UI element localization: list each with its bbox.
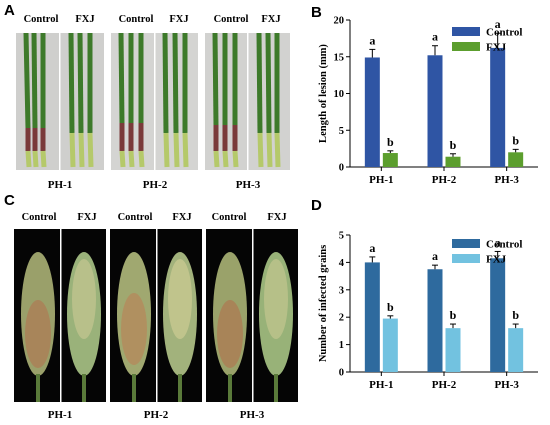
photo-c-group-ph2: PH-2 <box>143 409 169 421</box>
photo-seedlings-ph2 <box>111 33 198 170</box>
bar-control-ph-3 <box>490 258 506 372</box>
y-tick-label: 0 <box>339 163 344 174</box>
photo-c-label-5: Control <box>211 212 247 223</box>
panel-letter-c: C <box>4 192 15 209</box>
photo-a-label-3: Control <box>118 14 154 25</box>
legend-swatch-fxj <box>452 254 480 263</box>
photo-a-group-ph1: PH-1 <box>47 179 73 191</box>
panel-letter-d: D <box>311 197 322 214</box>
photo-seedlings-ph3 <box>205 33 290 170</box>
y-tick-label: 2 <box>339 313 344 324</box>
legend-swatch-fxj <box>452 42 480 51</box>
photo-seedlings-ph1 <box>16 33 104 170</box>
photo-a-label-5: Control <box>213 14 249 25</box>
significance-letter: a <box>369 241 375 255</box>
photo-a-label-4: FXJ <box>169 14 189 25</box>
y-tick-label: 5 <box>339 231 344 242</box>
photo-c-label-1: Control <box>21 212 57 223</box>
x-tick-label: PH-2 <box>432 174 457 186</box>
photo-c-group-ph3: PH-3 <box>239 409 265 421</box>
photo-a-group-ph2: PH-2 <box>142 179 168 191</box>
legend-label-control: Control <box>486 239 522 251</box>
x-tick-label: PH-2 <box>432 379 457 391</box>
y-tick-label: 10 <box>334 89 345 100</box>
x-tick-label: PH-3 <box>494 379 519 391</box>
significance-letter: b <box>450 308 457 322</box>
bar-fxj-ph-3 <box>508 152 524 167</box>
y-tick-label: 3 <box>339 285 344 296</box>
panel-letter-b: B <box>311 4 322 21</box>
bar-fxj-ph-2 <box>445 156 461 167</box>
significance-letter: b <box>512 308 519 322</box>
photo-c-label-6: FXJ <box>267 212 287 223</box>
x-tick-label: PH-1 <box>369 379 393 391</box>
bar-fxj-ph-3 <box>508 328 524 372</box>
y-tick-label: 5 <box>339 126 344 137</box>
legend-label-fxj: FXJ <box>486 254 507 266</box>
significance-letter: b <box>387 300 394 314</box>
photo-c-label-4: FXJ <box>172 212 192 223</box>
legend-swatch-control <box>452 27 480 36</box>
x-tick-label: PH-3 <box>494 174 519 186</box>
photo-a-label-6: FXJ <box>261 14 281 25</box>
bar-control-ph-1 <box>364 262 380 372</box>
legend-swatch-control <box>452 239 480 248</box>
significance-letter: b <box>387 135 394 149</box>
significance-letter: a <box>495 17 501 31</box>
y-tick-label: 0 <box>339 368 344 379</box>
y-tick-label: 20 <box>334 16 345 27</box>
bar-control-ph-2 <box>427 55 443 167</box>
chart-lesion-length: 0 5 10 15 20 Length of lesion (mm) a b PH-1 a b PH-… <box>318 16 538 186</box>
photo-c-group-ph1: PH-1 <box>47 409 73 421</box>
bar-control-ph-2 <box>427 269 443 372</box>
photo-c-label-3: Control <box>117 212 153 223</box>
panel-letter-a: A <box>4 2 15 19</box>
photo-a-label-2: FXJ <box>75 14 95 25</box>
photo-a-group-ph3: PH-3 <box>235 179 261 191</box>
y-axis-label: Number of infected grains <box>318 245 329 362</box>
y-tick-label: 4 <box>339 258 345 269</box>
bar-fxj-ph-2 <box>445 328 461 372</box>
bar-control-ph-3 <box>490 47 506 167</box>
bar-fxj-ph-1 <box>382 153 398 167</box>
y-tick-label: 1 <box>339 340 344 351</box>
y-tick-label: 15 <box>334 52 345 63</box>
photo-wheat-ph2 <box>110 229 202 402</box>
significance-letter: a <box>432 30 438 44</box>
chart-infected-grains: 0 1 2 3 4 5 Number of infected grains a b PH-1 a b P… <box>318 231 538 391</box>
significance-letter: b <box>450 138 457 152</box>
x-tick-label: PH-1 <box>369 174 393 186</box>
y-axis-label: Length of lesion (mm) <box>318 44 329 143</box>
bar-fxj-ph-1 <box>382 318 398 372</box>
photo-a-label-1: Control <box>23 14 59 25</box>
bar-control-ph-1 <box>364 57 380 167</box>
photo-wheat-ph3 <box>206 229 298 402</box>
significance-letter: a <box>432 249 438 263</box>
legend-label-fxj: FXJ <box>486 42 507 54</box>
significance-letter: a <box>369 33 375 47</box>
photo-wheat-ph1 <box>14 229 106 402</box>
significance-letter: b <box>512 133 519 147</box>
photo-c-label-2: FXJ <box>77 212 97 223</box>
legend-label-control: Control <box>486 27 522 39</box>
significance-letter: a <box>495 235 501 249</box>
